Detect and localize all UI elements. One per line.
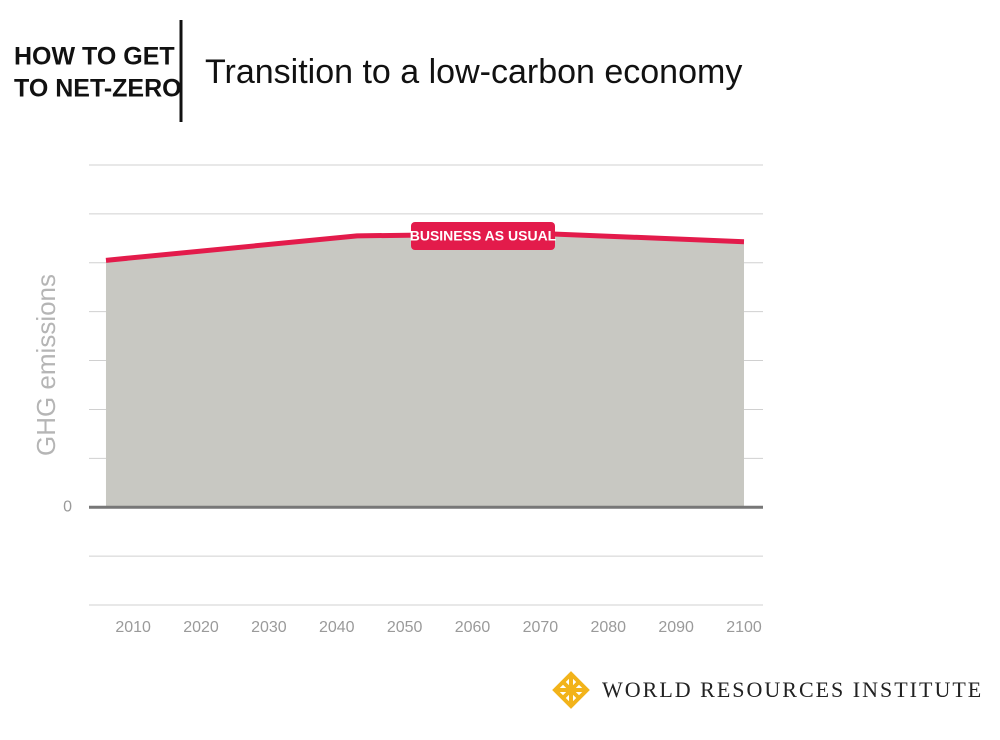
- logo: [552, 671, 590, 709]
- x-tick-label: 2080: [590, 619, 626, 636]
- area: [105, 233, 744, 508]
- x-tick-label: 2010: [115, 619, 151, 636]
- x-tick-label: 2030: [251, 619, 287, 636]
- kicker: TO NET-ZERO: [14, 75, 182, 103]
- x-tick-label: 2090: [658, 619, 694, 636]
- x-tick-label: 2050: [387, 619, 423, 636]
- x-tick-label: 2020: [183, 619, 219, 636]
- source: WORLD RESOURCES INSTITUTE: [602, 677, 983, 702]
- series-label-bg: [411, 222, 555, 250]
- x-tick-label: 2100: [726, 619, 762, 636]
- x-tick-label: 2040: [319, 619, 355, 636]
- series-label: BUSINESS AS USUAL: [410, 228, 557, 244]
- y-axis-label: GHG emissions: [31, 274, 61, 456]
- y-tick-label: 0: [63, 498, 72, 515]
- x-tick-label: 2070: [523, 619, 559, 636]
- chart-title: Transition to a low-carbon economy: [205, 53, 742, 91]
- x-tick-label: 2060: [455, 619, 491, 636]
- kicker: HOW TO GET: [14, 43, 175, 71]
